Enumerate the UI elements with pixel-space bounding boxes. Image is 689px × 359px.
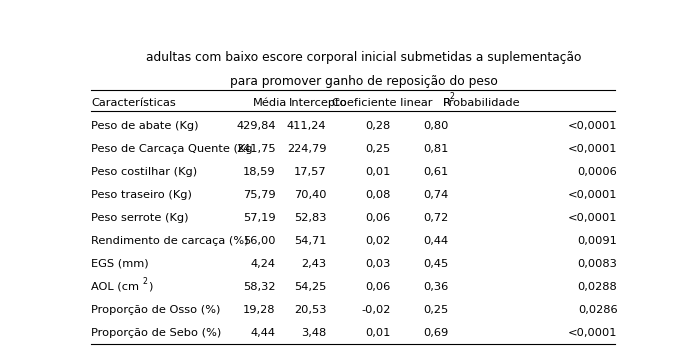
Text: Coeficiente linear: Coeficiente linear — [332, 98, 433, 107]
Text: 411,24: 411,24 — [287, 121, 327, 131]
Text: 3,48: 3,48 — [301, 327, 327, 337]
Text: 0,06: 0,06 — [365, 213, 391, 223]
Text: Média: Média — [254, 98, 287, 107]
Text: 0,08: 0,08 — [365, 190, 391, 200]
Text: 0,0091: 0,0091 — [577, 236, 617, 246]
Text: 52,83: 52,83 — [294, 213, 327, 223]
Text: 18,59: 18,59 — [243, 167, 276, 177]
Text: 20,53: 20,53 — [294, 304, 327, 314]
Text: AOL (cm: AOL (cm — [92, 281, 139, 292]
Text: 17,57: 17,57 — [294, 167, 327, 177]
Text: 58,32: 58,32 — [243, 281, 276, 292]
Text: Intercepto: Intercepto — [289, 98, 348, 107]
Text: 70,40: 70,40 — [294, 190, 327, 200]
Text: 224,79: 224,79 — [287, 144, 327, 154]
Text: 0,44: 0,44 — [423, 236, 448, 246]
Text: <0,0001: <0,0001 — [568, 213, 617, 223]
Text: 0,02: 0,02 — [365, 236, 391, 246]
Text: <0,0001: <0,0001 — [568, 121, 617, 131]
Text: 0,25: 0,25 — [423, 304, 448, 314]
Text: Peso serrote (Kg): Peso serrote (Kg) — [92, 213, 189, 223]
Text: 57,19: 57,19 — [243, 213, 276, 223]
Text: 2: 2 — [450, 92, 455, 101]
Text: EGS (mm): EGS (mm) — [92, 259, 149, 269]
Text: 429,84: 429,84 — [236, 121, 276, 131]
Text: 2: 2 — [143, 276, 147, 286]
Text: Proporção de Sebo (%): Proporção de Sebo (%) — [92, 327, 222, 337]
Text: 0,36: 0,36 — [423, 281, 448, 292]
Text: 0,72: 0,72 — [423, 213, 448, 223]
Text: 4,24: 4,24 — [251, 259, 276, 269]
Text: 0,25: 0,25 — [365, 144, 391, 154]
Text: 0,61: 0,61 — [423, 167, 448, 177]
Text: 19,28: 19,28 — [243, 304, 276, 314]
Text: 2,43: 2,43 — [301, 259, 327, 269]
Text: ): ) — [148, 281, 152, 292]
Text: 0,01: 0,01 — [365, 327, 391, 337]
Text: <0,0001: <0,0001 — [568, 327, 617, 337]
Text: adultas com baixo escore corporal inicial submetidas a suplementação: adultas com baixo escore corporal inicia… — [146, 51, 582, 64]
Text: Proporção de Osso (%): Proporção de Osso (%) — [92, 304, 221, 314]
Text: 0,03: 0,03 — [365, 259, 391, 269]
Text: para promover ganho de reposição do peso: para promover ganho de reposição do peso — [230, 75, 497, 88]
Text: Rendimento de carcaça (%): Rendimento de carcaça (%) — [92, 236, 249, 246]
Text: 0,06: 0,06 — [365, 281, 391, 292]
Text: 56,00: 56,00 — [243, 236, 276, 246]
Text: 4,44: 4,44 — [251, 327, 276, 337]
Text: <0,0001: <0,0001 — [568, 144, 617, 154]
Text: 0,0083: 0,0083 — [577, 259, 617, 269]
Text: 54,71: 54,71 — [294, 236, 327, 246]
Text: 0,28: 0,28 — [365, 121, 391, 131]
Text: Características: Características — [92, 98, 176, 107]
Text: 0,45: 0,45 — [423, 259, 448, 269]
Text: Peso traseiro (Kg): Peso traseiro (Kg) — [92, 190, 192, 200]
Text: 75,79: 75,79 — [243, 190, 276, 200]
Text: 0,0288: 0,0288 — [577, 281, 617, 292]
Text: Peso de Carcaça Quente (Kg: Peso de Carcaça Quente (Kg — [92, 144, 253, 154]
Text: 0,0006: 0,0006 — [577, 167, 617, 177]
Text: 0,80: 0,80 — [423, 121, 448, 131]
Text: <0,0001: <0,0001 — [568, 190, 617, 200]
Text: 54,25: 54,25 — [294, 281, 327, 292]
Text: R: R — [443, 98, 451, 107]
Text: 0,01: 0,01 — [365, 167, 391, 177]
Text: Peso costilhar (Kg): Peso costilhar (Kg) — [92, 167, 198, 177]
Text: 241,75: 241,75 — [236, 144, 276, 154]
Text: 0,0286: 0,0286 — [578, 304, 617, 314]
Text: 0,81: 0,81 — [423, 144, 448, 154]
Text: Peso de abate (Kg): Peso de abate (Kg) — [92, 121, 199, 131]
Text: 0,74: 0,74 — [423, 190, 448, 200]
Text: Probabilidade: Probabilidade — [442, 98, 520, 107]
Text: 0,69: 0,69 — [423, 327, 448, 337]
Text: -0,02: -0,02 — [361, 304, 391, 314]
